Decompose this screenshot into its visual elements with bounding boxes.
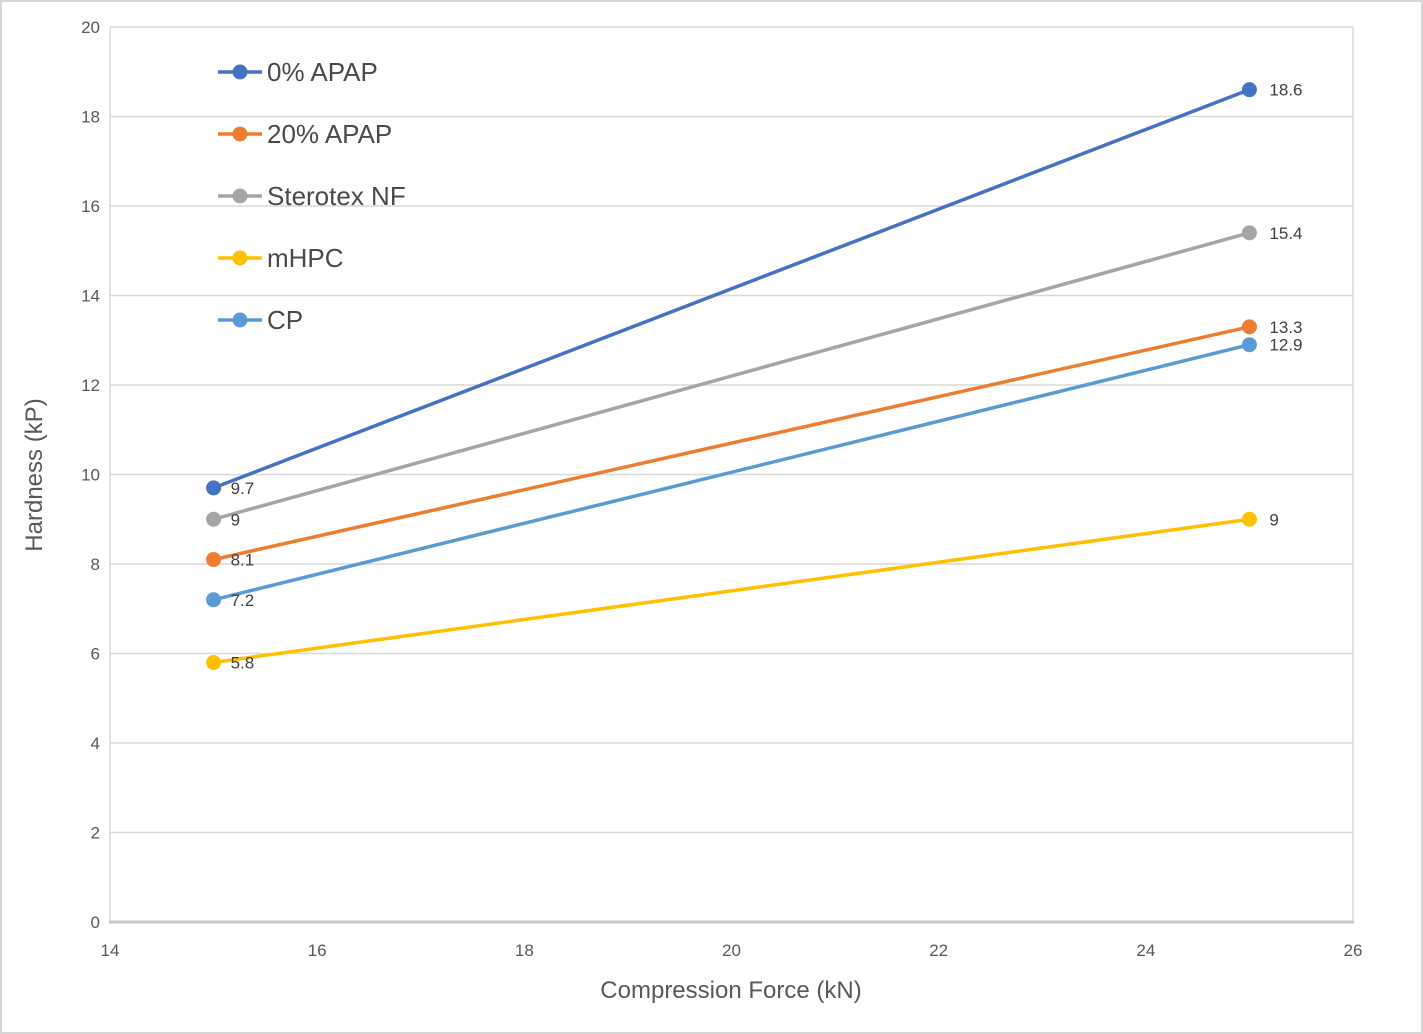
data-point-label: 12.9 [1269,336,1302,355]
y-tick-label: 18 [81,108,100,127]
series-mhpc: 5.89 [206,510,1279,672]
y-tick-label: 0 [91,913,100,932]
y-tick-label: 14 [81,287,100,306]
legend: 0% APAP 20% APAP Sterotex NF mHPC CP [218,57,406,335]
legend-marker [232,188,248,204]
y-tick-label: 20 [81,18,100,37]
data-point-label: 9 [1269,510,1278,529]
data-point-marker [206,480,222,496]
data-point-marker [1241,337,1257,353]
series-line [211,87,1252,490]
x-tick-label: 16 [308,941,327,960]
legend-item: Sterotex NF [218,181,406,211]
legend-marker [232,250,248,266]
y-tick-label: 10 [81,466,100,485]
legend-label: 0% APAP [267,57,378,87]
x-tick-label: 20 [722,941,741,960]
series-line [211,517,1252,665]
data-point-label: 18.6 [1269,81,1302,100]
data-point-label: 15.4 [1269,224,1302,243]
gridlines-layer [109,26,1354,924]
series-line [211,231,1252,521]
y-tick-label: 2 [91,824,100,843]
data-point-marker [1241,82,1257,98]
legend-marker [232,312,248,328]
series-sterotex-nf: 915.4 [206,224,1303,529]
y-tick-label: 12 [81,376,100,395]
legend-label: mHPC [267,243,344,273]
data-point-label: 7.2 [231,591,255,610]
legend-marker [232,126,248,142]
legend-label: 20% APAP [267,119,392,149]
data-point-label: 9 [231,510,240,529]
data-point-label: 8.1 [231,551,255,570]
data-point-marker [206,654,222,670]
data-point-label: 9.7 [231,479,255,498]
y-tick-label: 6 [91,645,100,664]
y-tick-label: 4 [91,734,100,753]
legend-label: CP [267,305,303,335]
legend-item: 20% APAP [218,119,392,149]
y-tick-label: 16 [81,197,100,216]
y-tick-label: 8 [91,555,100,574]
series-line [211,342,1252,602]
data-point-label: 13.3 [1269,318,1302,337]
data-point-marker [1241,225,1257,241]
series-20-apap: 8.1 13.3 [206,318,1303,570]
legend-marker [232,64,248,80]
x-tick-label: 18 [515,941,534,960]
x-tick-label: 14 [101,941,120,960]
series-line [211,325,1252,562]
data-point-marker [206,592,222,608]
data-point-marker [206,552,222,568]
data-point-marker [1241,319,1257,335]
series-0-apap: 9.7 18.6 [206,81,1303,498]
x-tick-label: 26 [1344,941,1363,960]
x-axis-title: Compression Force (kN) [600,977,861,1004]
legend-item: CP [218,305,303,335]
series-cp: 7.2 12.9 [206,336,1303,610]
data-point-marker [206,511,222,527]
legend-label: Sterotex NF [267,181,406,211]
x-tick-label: 22 [929,941,948,960]
x-tick-label: 24 [1136,941,1155,960]
legend-item: mHPC [218,243,344,273]
data-point-label: 5.8 [231,653,255,672]
data-point-marker [1241,511,1257,527]
y-axis-title: Hardness (kP) [21,398,48,551]
legend-item: 0% APAP [218,57,378,87]
